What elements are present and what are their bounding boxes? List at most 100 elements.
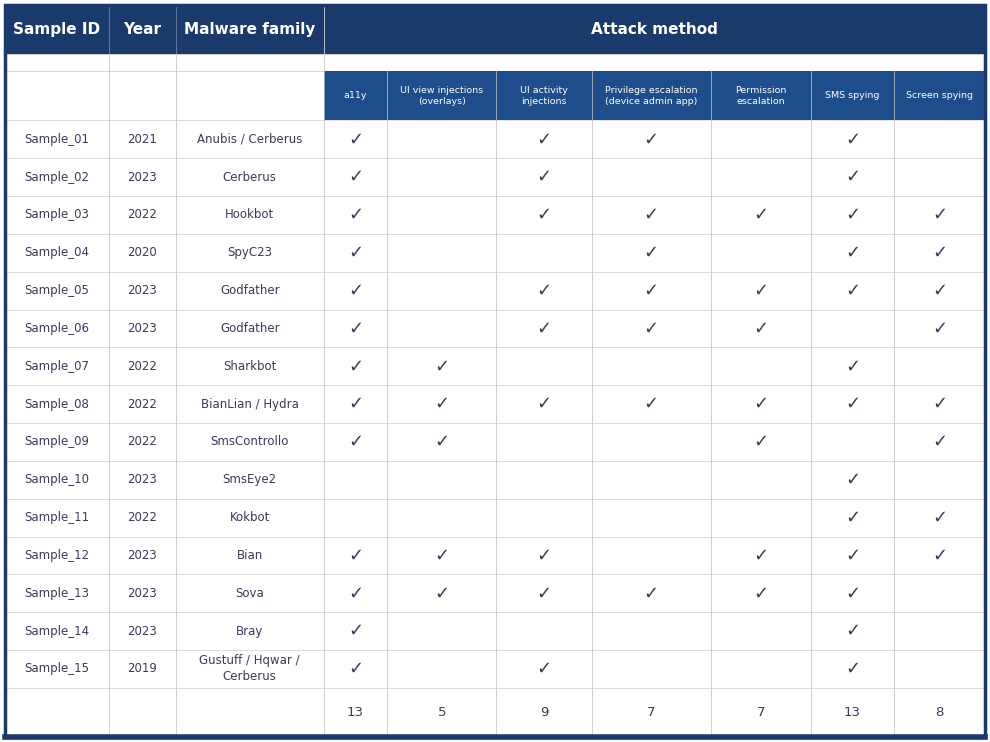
Bar [175, 423, 324, 461]
Bar [592, 71, 711, 120]
Bar [894, 71, 985, 120]
Bar [109, 423, 175, 461]
Bar [175, 158, 324, 196]
Bar [811, 461, 894, 499]
Bar [109, 234, 175, 272]
Bar [175, 688, 324, 737]
Bar [387, 71, 496, 120]
Text: Kokbot: Kokbot [230, 511, 270, 524]
Text: ✓: ✓ [537, 546, 551, 565]
Bar [387, 612, 496, 650]
Bar [175, 536, 324, 574]
Text: 2023: 2023 [128, 171, 157, 183]
Bar [5, 120, 109, 158]
Bar [496, 499, 592, 536]
Text: Sample_06: Sample_06 [25, 322, 89, 335]
Text: UI view injections
(overlays): UI view injections (overlays) [400, 86, 483, 106]
Text: ✓: ✓ [844, 584, 860, 603]
Text: ✓: ✓ [932, 320, 947, 338]
Text: ✓: ✓ [347, 357, 363, 375]
Text: 2022: 2022 [128, 360, 157, 372]
Bar [811, 612, 894, 650]
Bar [324, 385, 387, 423]
Text: ✓: ✓ [753, 433, 768, 451]
Bar [109, 650, 175, 688]
Bar [324, 309, 387, 347]
Text: 2022: 2022 [128, 209, 157, 221]
Bar [324, 612, 387, 650]
Bar [711, 385, 811, 423]
Bar [5, 423, 109, 461]
Text: ✓: ✓ [435, 584, 449, 603]
Bar [894, 423, 985, 461]
Bar [5, 272, 109, 309]
Bar [175, 612, 324, 650]
Bar [592, 234, 711, 272]
Bar [324, 536, 387, 574]
Text: Sample_10: Sample_10 [25, 473, 89, 486]
Text: ✓: ✓ [435, 395, 449, 413]
Text: Sova: Sova [236, 587, 264, 600]
Bar [175, 272, 324, 309]
Text: 2023: 2023 [128, 625, 157, 637]
Bar [711, 347, 811, 385]
Text: ✓: ✓ [644, 282, 658, 300]
Text: 2020: 2020 [128, 246, 157, 259]
Bar [711, 612, 811, 650]
Text: ✓: ✓ [347, 395, 363, 413]
Bar [175, 347, 324, 385]
Bar [711, 120, 811, 158]
Text: 13: 13 [843, 706, 861, 719]
Text: ✓: ✓ [347, 320, 363, 338]
Bar [592, 347, 711, 385]
Bar [175, 499, 324, 536]
Bar [5, 234, 109, 272]
Bar [496, 120, 592, 158]
Bar [324, 272, 387, 309]
Text: ✓: ✓ [347, 433, 363, 451]
Bar [711, 234, 811, 272]
Text: UI activity
injections: UI activity injections [520, 86, 568, 106]
Bar [592, 688, 711, 737]
Bar [496, 650, 592, 688]
Bar [811, 196, 894, 234]
Bar [711, 688, 811, 737]
Bar [496, 688, 592, 737]
Bar [387, 536, 496, 574]
Text: ✓: ✓ [347, 660, 363, 678]
Bar [592, 385, 711, 423]
Text: SMS spying: SMS spying [826, 91, 879, 100]
Bar [496, 423, 592, 461]
Text: Bian: Bian [237, 549, 263, 562]
Bar [324, 461, 387, 499]
Text: ✓: ✓ [644, 244, 658, 262]
Text: Sample_13: Sample_13 [25, 587, 89, 600]
Bar [175, 461, 324, 499]
Bar [496, 461, 592, 499]
Bar [324, 120, 387, 158]
Bar [711, 272, 811, 309]
Text: Sample_15: Sample_15 [25, 663, 89, 675]
Text: Permission
escalation: Permission escalation [735, 86, 786, 106]
Text: ✓: ✓ [844, 546, 860, 565]
Text: ✓: ✓ [844, 470, 860, 489]
Text: 13: 13 [346, 706, 364, 719]
Text: ✓: ✓ [537, 168, 551, 186]
Text: ✓: ✓ [844, 168, 860, 186]
Bar [592, 120, 711, 158]
Text: Sample_12: Sample_12 [25, 549, 89, 562]
Bar [811, 650, 894, 688]
Text: ✓: ✓ [753, 206, 768, 224]
Text: BianLian / Hydra: BianLian / Hydra [201, 398, 299, 410]
Bar [711, 423, 811, 461]
Text: Malware family: Malware family [184, 22, 316, 37]
Text: ✓: ✓ [537, 584, 551, 603]
Bar [496, 574, 592, 612]
Bar [324, 347, 387, 385]
Bar [811, 71, 894, 120]
Bar [496, 612, 592, 650]
Bar [894, 272, 985, 309]
Bar [592, 309, 711, 347]
Bar [894, 461, 985, 499]
Bar [109, 158, 175, 196]
